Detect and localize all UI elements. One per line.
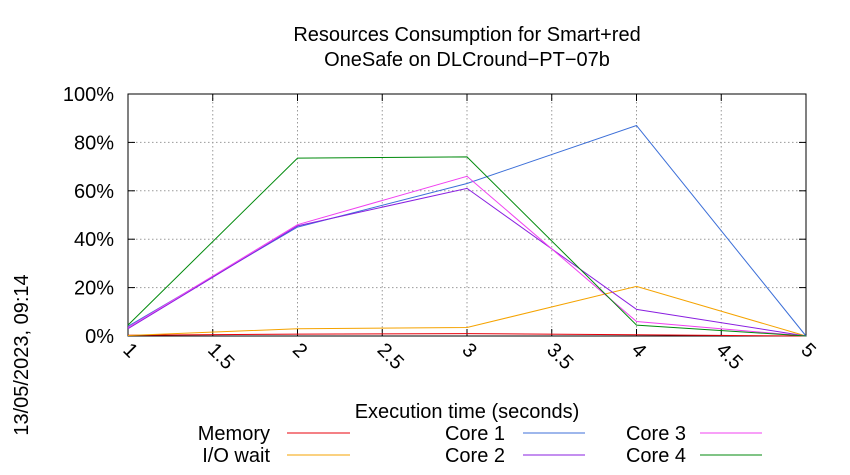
y-tick-label: 0% [85, 326, 114, 348]
x-tick-label: 4 [627, 339, 650, 362]
x-tick-label: 1.5 [203, 339, 238, 374]
y-tick-label: 100% [63, 84, 114, 106]
legend-label: Core 2 [445, 445, 505, 467]
timestamp-label: 13/05/2023, 09:14 [11, 274, 33, 435]
x-tick-label: 2 [288, 339, 311, 362]
series-lines [127, 124, 807, 337]
legend-label: Core 1 [445, 423, 505, 445]
legend-label: Core 4 [626, 445, 686, 467]
series-line-core-2 [127, 187, 807, 337]
y-tick-label: 20% [74, 278, 114, 300]
x-tick-label: 1 [118, 339, 141, 362]
x-tick-label: 5 [796, 339, 819, 362]
chart-title-line-2: OneSafe on DLCround−PT−07b [324, 49, 610, 71]
legend-label: Core 3 [626, 423, 686, 445]
x-axis-label: Execution time (seconds) [355, 401, 580, 423]
x-tick-label: 3 [457, 339, 480, 362]
series-line-core-4 [127, 156, 807, 337]
y-tick-label: 60% [74, 181, 114, 203]
legend-label: I/O wait [202, 445, 270, 467]
x-tick-label: 3.5 [542, 339, 577, 374]
y-axis: 0% 20% 40% 60% 80% 100% [63, 84, 806, 348]
grid [128, 94, 806, 336]
y-tick-label: 40% [74, 229, 114, 251]
y-tick-label: 80% [74, 132, 114, 154]
chart-title-line-1: Resources Consumption for Smart+red [293, 24, 640, 46]
x-tick-label: 4.5 [712, 339, 747, 374]
chart-title: Resources Consumption for Smart+red OneS… [293, 24, 640, 71]
x-axis: 1 1.5 2 2.5 3 3.5 4 4.5 5 [118, 94, 820, 374]
legend-label: Memory [198, 423, 270, 445]
x-tick-label: 2.5 [373, 339, 408, 374]
series-line-core-3 [127, 175, 807, 337]
series-line-i-o-wait [127, 285, 807, 337]
series-line-memory [127, 333, 807, 337]
